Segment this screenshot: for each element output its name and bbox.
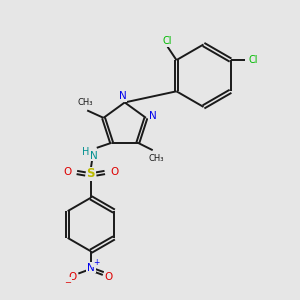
Text: H: H — [82, 147, 89, 157]
Text: O: O — [69, 272, 77, 281]
Text: O: O — [104, 272, 113, 281]
Text: S: S — [87, 167, 95, 181]
Text: O: O — [63, 167, 71, 178]
Text: CH₃: CH₃ — [148, 154, 164, 163]
Text: O: O — [110, 167, 119, 178]
Text: N: N — [90, 151, 98, 160]
Text: N: N — [87, 262, 95, 273]
Text: Cl: Cl — [163, 36, 172, 46]
Text: N: N — [119, 91, 127, 101]
Text: N: N — [148, 111, 156, 121]
Text: CH₃: CH₃ — [77, 98, 93, 106]
Text: Cl: Cl — [248, 55, 258, 65]
Text: +: + — [93, 258, 99, 267]
Text: −: − — [64, 278, 71, 287]
